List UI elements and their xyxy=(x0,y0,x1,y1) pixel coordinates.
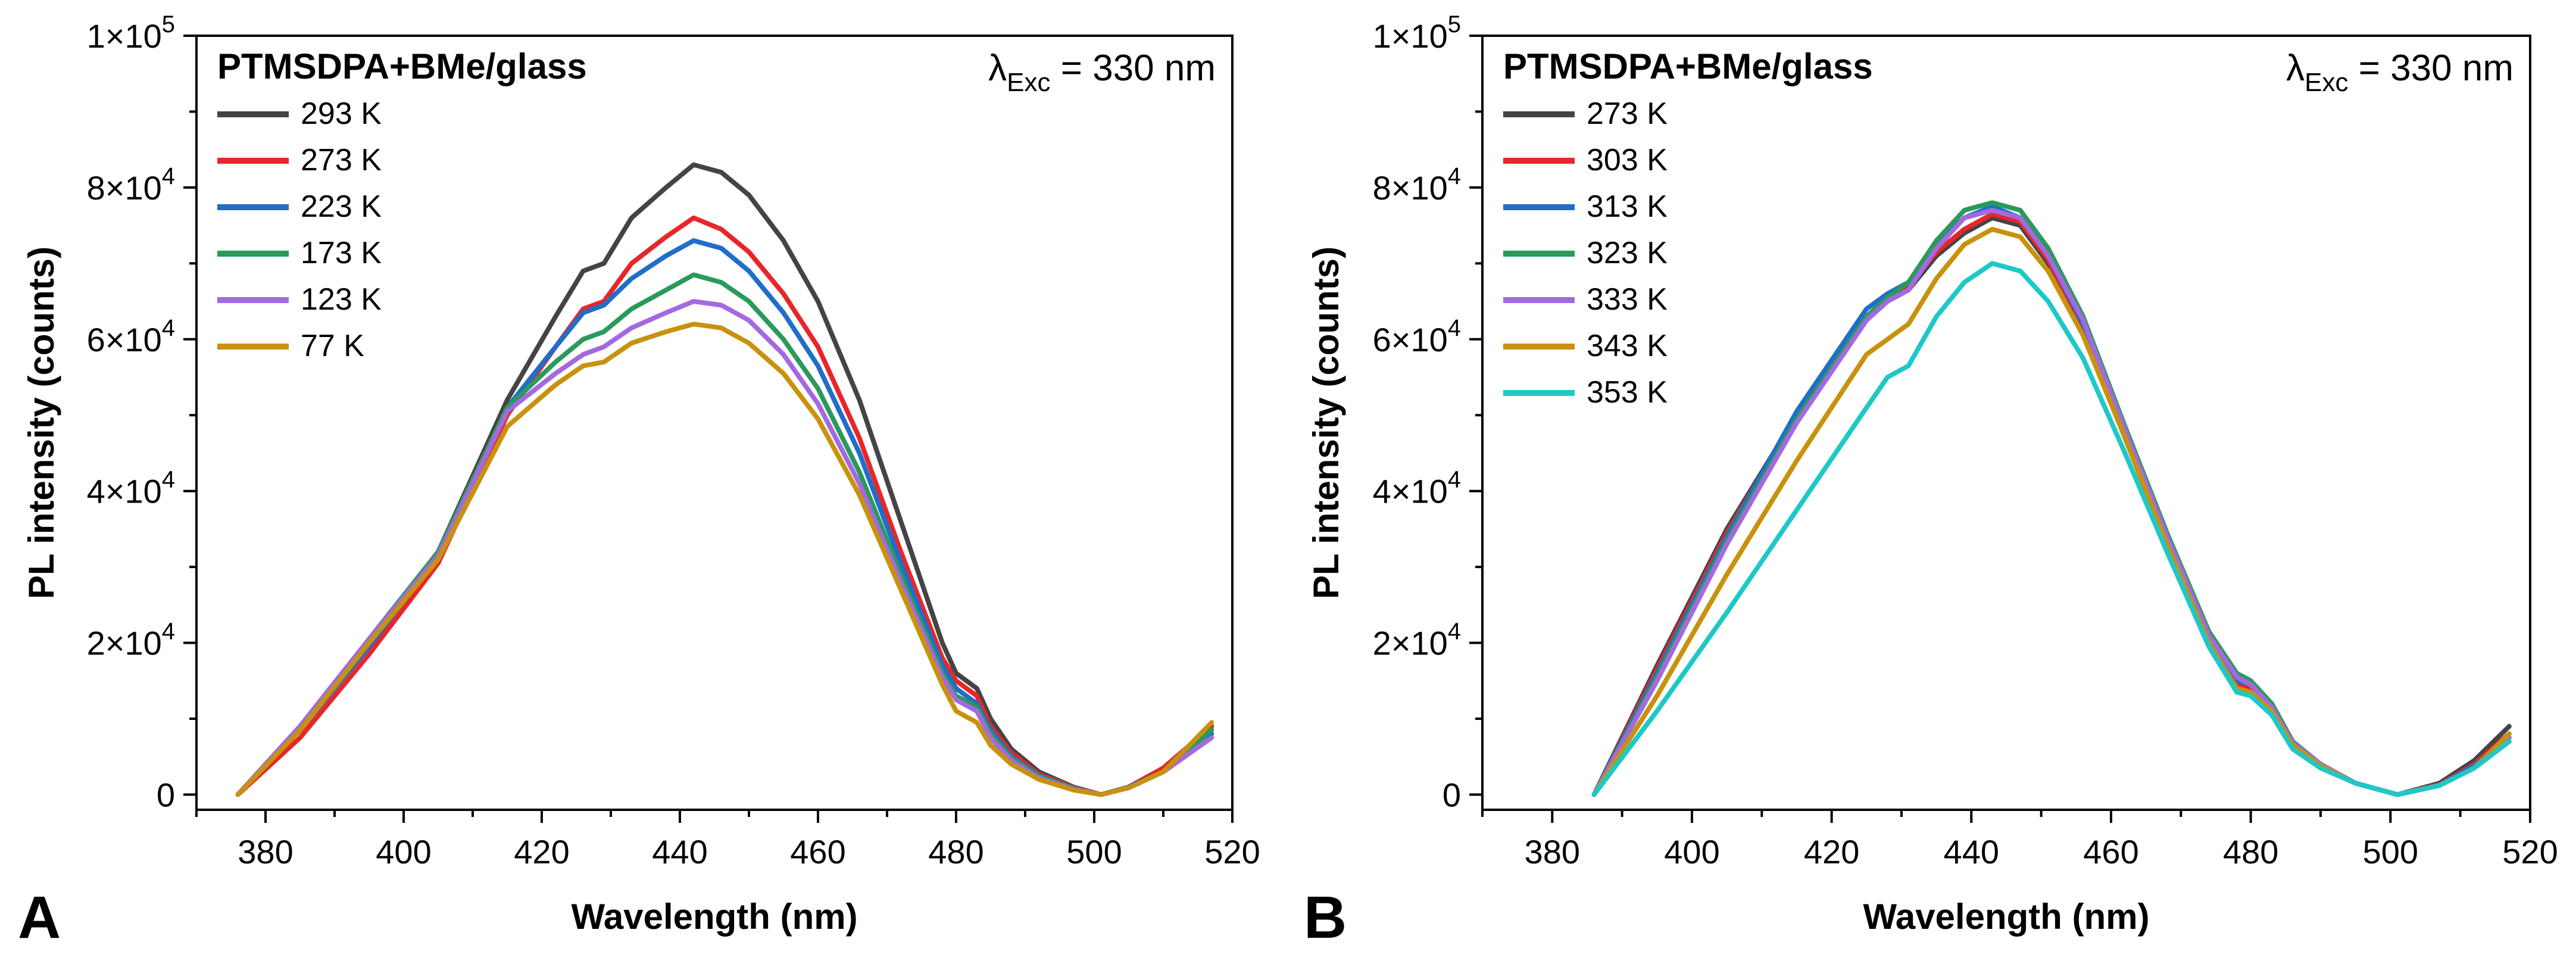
y-tick-exponent: 4 xyxy=(162,163,175,189)
plot-frame xyxy=(195,35,1234,811)
series-line-313-k xyxy=(1591,204,2512,797)
legend-label: 293 K xyxy=(301,96,382,131)
series-line-173-k xyxy=(235,272,1214,797)
legend-title: PTMSDPA+BMe/glass xyxy=(217,46,587,86)
y-tick-exponent: 4 xyxy=(1448,619,1461,645)
annotation-subscript: Exc xyxy=(1007,68,1050,97)
panel-b: 380 400 420 440 460 480 500 52002×1044×1046×104… xyxy=(1304,11,2558,951)
x-tick-label: 460 xyxy=(790,833,845,871)
y-tick-exponent: 4 xyxy=(1448,163,1461,189)
panel-letter: B xyxy=(1304,884,1347,951)
y-tick-exponent: 4 xyxy=(162,619,175,645)
legend-label: 303 K xyxy=(1587,143,1668,177)
series-line-353-k xyxy=(1591,261,2512,797)
annotation-lambda: λ xyxy=(988,48,1007,89)
y-tick-label: 2×104 xyxy=(87,619,175,662)
y-tick-exponent: 4 xyxy=(1448,315,1461,341)
x-tick-label: 440 xyxy=(1944,833,1999,871)
x-tick-label: 480 xyxy=(2223,833,2278,871)
x-tick-label: 420 xyxy=(514,833,569,871)
y-tick-mantissa: 2×10 xyxy=(87,625,162,662)
y-tick-mantissa: 4×10 xyxy=(87,473,162,510)
y-tick-mantissa: 8×10 xyxy=(1373,169,1448,207)
legend-label: 123 K xyxy=(301,282,382,317)
x-axis-title: Wavelength (nm) xyxy=(571,897,857,937)
excitation-annotation: λExc = 330 nm xyxy=(988,48,1216,97)
x-tick-label: 520 xyxy=(2502,833,2558,871)
y-tick-label: 0 xyxy=(1442,776,1461,814)
series-line-333-k xyxy=(1591,208,2512,797)
series-line-323-k xyxy=(1591,200,2512,797)
series-line-77-k xyxy=(235,322,1214,797)
y-tick-mantissa: 8×10 xyxy=(87,169,162,207)
annotation-text: = 330 nm xyxy=(1051,48,1216,89)
y-tick-mantissa: 6×10 xyxy=(1373,321,1448,358)
legend-label: 273 K xyxy=(301,143,382,177)
y-tick-exponent: 5 xyxy=(162,11,175,38)
y-axis-title: PL intensity (counts) xyxy=(21,247,61,599)
panel-letter: A xyxy=(18,884,61,951)
x-tick-label: 420 xyxy=(1804,833,1859,871)
x-tick-label: 500 xyxy=(2363,833,2418,871)
y-tick-mantissa: 2×10 xyxy=(1373,625,1448,662)
legend-label: 323 K xyxy=(1587,236,1668,270)
y-tick-label: 6×104 xyxy=(87,315,175,358)
y-tick-exponent: 4 xyxy=(1448,467,1461,493)
y-tick-label: 6×104 xyxy=(1373,315,1461,358)
legend-label: 313 K xyxy=(1587,189,1668,224)
x-tick-label: 480 xyxy=(928,833,983,871)
y-tick-mantissa: 6×10 xyxy=(87,321,162,358)
legend-label: 343 K xyxy=(1587,329,1668,363)
series-line-293-k xyxy=(235,162,1214,797)
series-line-303-k xyxy=(1591,211,2512,797)
y-tick-exponent: 4 xyxy=(162,467,175,493)
legend-label: 333 K xyxy=(1587,282,1668,317)
legend-label: 173 K xyxy=(301,236,382,270)
legend-label: 353 K xyxy=(1587,375,1668,410)
y-tick-label: 8×104 xyxy=(87,163,175,207)
y-tick-label: 0 xyxy=(157,776,175,814)
y-tick-label: 1×105 xyxy=(1373,11,1461,55)
x-tick-label: 520 xyxy=(1204,833,1260,871)
annotation-subscript: Exc xyxy=(2305,68,2348,97)
y-tick-exponent: 4 xyxy=(162,315,175,341)
y-tick-label: 2×104 xyxy=(1373,619,1461,662)
x-tick-label: 380 xyxy=(238,833,293,871)
x-tick-label: 380 xyxy=(1525,833,1580,871)
legend-label: 223 K xyxy=(301,189,382,224)
plot-frame xyxy=(1481,35,2531,811)
x-tick-label: 460 xyxy=(2083,833,2138,871)
legend-title: PTMSDPA+BMe/glass xyxy=(1503,46,1873,86)
series-line-123-k xyxy=(235,299,1214,797)
legend-label: 273 K xyxy=(1587,96,1668,131)
panel-a: 380 400 420 440 460 480 500 52002×1044×1046×104… xyxy=(18,11,1260,951)
series-line-223-k xyxy=(235,238,1214,797)
series-line-343-k xyxy=(1591,227,2512,797)
x-tick-label: 500 xyxy=(1066,833,1122,871)
annotation-text: = 330 nm xyxy=(2349,48,2513,89)
x-axis-title: Wavelength (nm) xyxy=(1863,897,2149,937)
x-tick-label: 400 xyxy=(376,833,431,871)
y-tick-label: 4×104 xyxy=(1373,467,1461,510)
annotation-lambda: λ xyxy=(2286,48,2305,89)
y-tick-mantissa: 4×10 xyxy=(1373,473,1448,510)
y-tick-mantissa: 1×10 xyxy=(1373,17,1448,55)
y-tick-label: 8×104 xyxy=(1373,163,1461,207)
y-tick-label: 4×104 xyxy=(87,467,175,510)
excitation-annotation: λExc = 330 nm xyxy=(2286,48,2513,97)
x-tick-label: 440 xyxy=(652,833,707,871)
y-tick-exponent: 5 xyxy=(1448,11,1461,38)
legend-label: 77 K xyxy=(301,329,364,363)
y-tick-label: 1×105 xyxy=(87,11,175,55)
y-tick-mantissa: 1×10 xyxy=(87,17,162,55)
x-tick-label: 400 xyxy=(1664,833,1719,871)
y-axis-title: PL intensity (counts) xyxy=(1306,247,1346,599)
